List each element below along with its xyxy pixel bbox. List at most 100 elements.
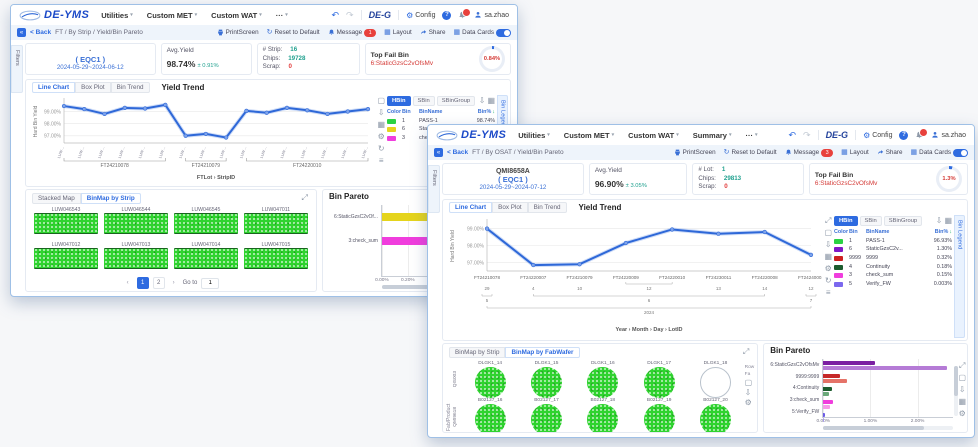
grid-icon[interactable]: ▦ (944, 216, 952, 225)
filters-tab[interactable]: Filters (428, 165, 440, 213)
expand-icon[interactable]: ⤢ (301, 193, 308, 202)
refresh-icon[interactable]: ↻ (824, 276, 832, 285)
data-cards-toggle[interactable]: ▦ Data Cards (454, 28, 511, 37)
expand-icon[interactable]: ⤢ (742, 347, 750, 356)
message-button[interactable]: Message 1 (328, 28, 377, 37)
menu-custom-wat[interactable]: Custom WAT ▾ (211, 10, 262, 20)
goto-page-input[interactable] (201, 277, 220, 289)
back-button[interactable]: < Back (447, 149, 469, 156)
page-button-2[interactable]: 2 (152, 277, 165, 289)
wafer-map[interactable] (643, 367, 675, 398)
strip-map[interactable] (103, 247, 168, 269)
gear-icon[interactable]: ⚙ (824, 264, 832, 273)
pareto-bar[interactable] (823, 366, 947, 370)
download-icon[interactable]: ⇩ (377, 108, 385, 117)
grid-icon[interactable]: ▦ (487, 96, 495, 105)
refresh-icon[interactable]: ↻ (377, 144, 385, 153)
strip-map[interactable] (173, 247, 238, 269)
menu-utilities[interactable]: Utilities ▾ (518, 130, 550, 140)
pareto-bar[interactable] (823, 413, 825, 417)
expand-icon[interactable]: ⤢ (825, 216, 832, 225)
notifications-button[interactable] (458, 7, 472, 20)
wafer-map[interactable] (530, 367, 562, 398)
wafer-map[interactable] (699, 404, 731, 432)
user-menu[interactable]: sa.zhao (931, 131, 966, 139)
tab-stacked-map[interactable]: Stacked Map (32, 192, 81, 204)
pareto-bar[interactable] (823, 379, 847, 383)
menu-more[interactable]: ··· ▾ (745, 130, 758, 140)
expand-icon[interactable]: ⤢ (959, 361, 966, 370)
tab-line-chart[interactable]: Line Chart (32, 82, 76, 93)
wafer-map[interactable] (587, 367, 619, 398)
scrollbar-horizontal[interactable] (823, 426, 953, 430)
tab-bin-trend[interactable]: Bin Trend (110, 82, 150, 93)
box-select-icon[interactable]: ▢ (744, 378, 753, 387)
wafer-map[interactable] (699, 367, 731, 398)
pareto-bar[interactable] (823, 405, 831, 409)
prev-page-button[interactable]: ‹ (122, 278, 133, 288)
wafer-map[interactable] (474, 404, 506, 432)
back-button[interactable]: < Back (30, 29, 52, 36)
pareto-bar[interactable] (381, 237, 437, 245)
download-icon[interactable]: ⇩ (958, 385, 966, 394)
grid-icon[interactable]: ▦ (377, 120, 385, 129)
page-button-1[interactable]: 1 (136, 277, 149, 289)
pareto-bar[interactable] (823, 392, 829, 396)
share-button[interactable]: Share (420, 29, 446, 36)
legend-row[interactable]: 1 PASS-1 96.93% (834, 237, 952, 246)
grid-icon[interactable]: ▦ (824, 252, 832, 261)
tab-binmap-by-fabwafer[interactable]: BinMap by FabWafer (505, 346, 580, 358)
redo-icon[interactable]: ↷ (803, 129, 811, 140)
panel-collapse-icon[interactable]: « (434, 148, 443, 157)
undo-icon[interactable]: ↶ (331, 9, 340, 20)
wafer-map[interactable] (530, 404, 562, 432)
tab-binmap-by-strip[interactable]: BinMap by Strip (80, 192, 141, 204)
share-button[interactable]: Share (877, 149, 903, 156)
panel-collapse-icon[interactable]: « (17, 28, 26, 37)
menu-icon[interactable]: ≡ (825, 288, 831, 297)
pareto-bar[interactable] (823, 374, 840, 378)
legend-row[interactable]: 4 Continuity 0.18% (834, 263, 952, 272)
strip-map[interactable] (34, 213, 98, 235)
grid-icon[interactable]: ▦ (958, 397, 966, 406)
scrollbar-vertical[interactable] (954, 366, 958, 416)
data-cards-toggle[interactable]: ▦ Data Cards (911, 148, 968, 157)
sbin-button[interactable]: SBin (859, 216, 882, 226)
tab-box-plot[interactable]: Box Plot (75, 82, 111, 93)
config-button[interactable]: ⚙ Config (863, 130, 893, 140)
menu-utilities[interactable]: Utilities ▾ (101, 10, 133, 20)
menu-custom-met[interactable]: Custom MET ▾ (146, 10, 198, 20)
filters-tab[interactable]: Filters (11, 45, 23, 93)
menu-more[interactable]: ··· ▾ (275, 10, 288, 20)
pareto-bar[interactable] (823, 361, 876, 365)
tab-binmap-by-strip[interactable]: BinMap by Strip (449, 346, 506, 358)
menu-custom-met[interactable]: Custom MET ▾ (563, 130, 615, 140)
hbin-button[interactable]: HBin (834, 216, 858, 226)
gear-icon[interactable]: ⚙ (958, 409, 966, 418)
help-icon[interactable]: ? (899, 130, 909, 140)
wafer-map[interactable] (474, 367, 506, 398)
gear-icon[interactable]: ⚙ (377, 132, 385, 141)
pareto-bar[interactable] (823, 418, 825, 422)
download-icon[interactable]: ⇩ (478, 96, 486, 105)
notifications-button[interactable] (915, 127, 929, 140)
strip-map[interactable] (34, 247, 98, 269)
tab-line-chart[interactable]: Line Chart (449, 202, 493, 213)
legend-row[interactable]: 5 Verify_FW 0.003% (834, 280, 952, 289)
gear-icon[interactable]: ⚙ (744, 398, 752, 407)
layout-button[interactable]: ▦ Layout (841, 149, 869, 156)
undo-icon[interactable]: ↶ (788, 129, 797, 140)
strip-map[interactable] (173, 213, 238, 235)
fab-option[interactable]: Fa (744, 372, 751, 377)
strip-map[interactable] (243, 213, 308, 235)
pareto-bar[interactable] (823, 400, 833, 404)
strip-map[interactable] (103, 213, 168, 235)
bin-legend-tab[interactable]: Bin Legend (954, 215, 965, 338)
help-icon[interactable]: ? (442, 10, 452, 20)
legend-row[interactable]: 6 StaticGzsC2v... 1.30% (834, 245, 952, 254)
message-button[interactable]: Message 3 (785, 148, 834, 157)
sbingroup-button[interactable]: SBinGroup (883, 216, 923, 226)
box-select-icon[interactable]: ▢ (824, 228, 832, 237)
row-option[interactable]: Row (744, 365, 755, 370)
next-page-button[interactable]: › (168, 278, 179, 288)
